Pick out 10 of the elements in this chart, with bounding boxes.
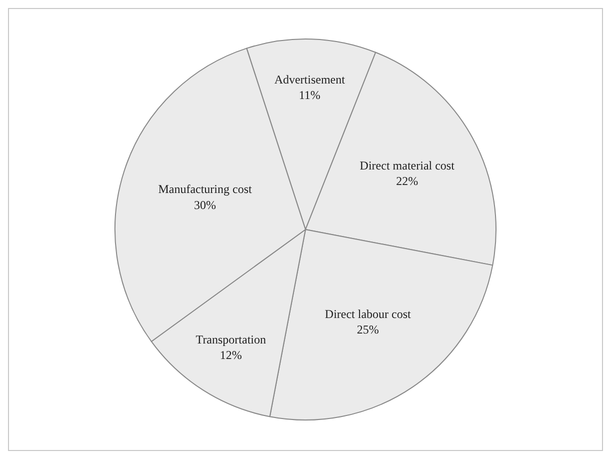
slice-label: Direct material cost [360,158,456,173]
data-label: 22% [396,174,418,188]
slice-label: Direct labour cost [324,306,412,321]
slice-label: Transportation [196,332,266,346]
slice-label: Advertisement [274,72,346,86]
data-label: 30% [194,198,216,212]
data-label: 11% [298,88,320,102]
data-label: 12% [220,348,242,362]
data-label: 25% [356,322,379,337]
slice-label: Manufacturing cost [158,182,252,196]
